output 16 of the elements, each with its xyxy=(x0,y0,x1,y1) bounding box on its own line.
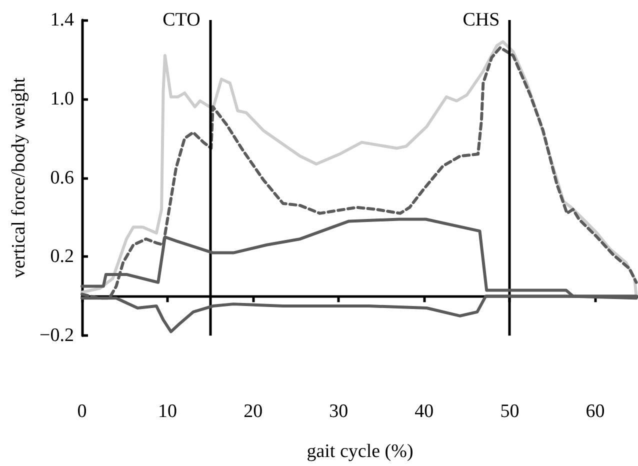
y-tick-label: 1.4 xyxy=(50,10,74,30)
x-tick-label: 10 xyxy=(158,401,178,422)
x-tick-label: 40 xyxy=(414,401,434,422)
ref-line-label: CHS xyxy=(462,10,500,30)
ref-line-label: CTO xyxy=(162,10,200,30)
y-axis-title: vertical force/body weight xyxy=(8,76,30,278)
y-tick-label: 0.2 xyxy=(50,246,74,268)
y-tick-label: 1.0 xyxy=(50,88,74,110)
x-tick-label: 30 xyxy=(329,401,348,422)
x-tick-label: 0 xyxy=(77,401,87,422)
y-tick-label: −0.2 xyxy=(40,325,74,346)
x-tick-label: 60 xyxy=(586,401,605,422)
y-tick-label: 0.6 xyxy=(50,167,74,188)
x-tick-label: 50 xyxy=(500,401,520,422)
x-tick-label: 20 xyxy=(244,401,263,422)
x-axis-title: gait cycle (%) xyxy=(306,441,414,462)
